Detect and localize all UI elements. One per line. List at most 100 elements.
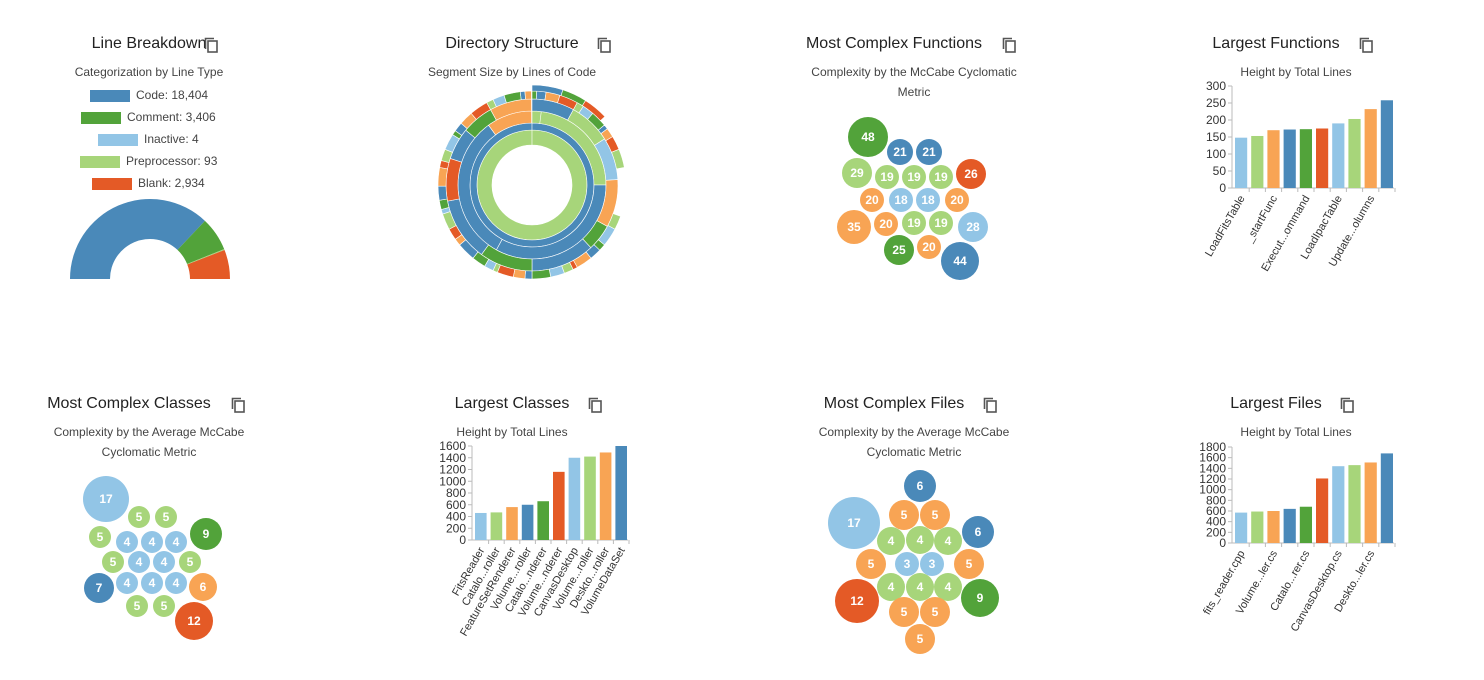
directory-sunburst[interactable] (432, 85, 632, 285)
largest-files-subtitle: Height by Total Lines (1240, 425, 1352, 439)
copy-icon[interactable] (204, 37, 220, 55)
bubble-label: 7 (96, 581, 103, 595)
bubble-label: 5 (868, 557, 875, 571)
largest-functions-subtitle: Height by Total Lines (1240, 65, 1352, 79)
y-tick-label: 200 (446, 521, 466, 535)
bubble: 5 (920, 597, 950, 627)
bar (1364, 109, 1377, 188)
bar (1332, 123, 1345, 188)
sunburst-segment (437, 185, 448, 201)
bubble: 21 (887, 139, 913, 165)
legend-item-comment[interactable]: Comment: 3,406 (81, 110, 216, 124)
y-tick-label: 1200 (1199, 472, 1226, 486)
bubble-label: 6 (975, 525, 982, 539)
bubble: 20 (860, 188, 884, 212)
bubble-label: 5 (134, 599, 141, 613)
bubble-label: 3 (929, 557, 936, 571)
legend-item-code[interactable]: Code: 18,404 (90, 88, 208, 102)
y-tick-label: 150 (1206, 130, 1226, 144)
bubble: 4 (116, 572, 138, 594)
copy-icon[interactable] (231, 397, 247, 415)
bubble: 18 (889, 188, 913, 212)
line-breakdown-panel: Line Breakdown Categorization by Line Ty… (0, 0, 300, 320)
complex-classes-subtitle: Complexity by the Average McCabe Cyclomat… (53, 425, 245, 459)
bubble: 28 (958, 212, 988, 242)
copy-icon[interactable] (1359, 37, 1375, 55)
bar (1235, 512, 1248, 543)
donut-slice-comment (177, 220, 225, 265)
y-tick-label: 100 (1206, 147, 1226, 161)
bubble: 12 (175, 602, 213, 640)
bubble: 20 (917, 235, 941, 259)
y-tick-label: 250 (1206, 96, 1226, 110)
bubble: 5 (905, 624, 935, 654)
sunburst-segment (531, 110, 542, 124)
bar (1251, 511, 1264, 543)
complex-classes-bubbles: 175 55 4 4 495 4 4 57 4 4 4 65 512 (83, 476, 222, 640)
sunburst-segment (437, 167, 448, 187)
bar (553, 471, 565, 540)
y-tick-label: 0 (1219, 181, 1226, 195)
y-tick-label: 300 (1206, 80, 1226, 93)
directory-structure-panel: Directory Structure Segment Size by Line… (382, 0, 682, 320)
bubble-label: 5 (163, 510, 170, 524)
donut-slice-inactive (187, 249, 225, 265)
bar (1283, 129, 1296, 188)
bubble-label: 19 (907, 216, 921, 230)
bubble: 6 (962, 516, 994, 548)
bubble-label: 5 (932, 508, 939, 522)
bubble: 7 (84, 573, 114, 603)
donut-slice-preprocessor (187, 249, 225, 265)
bubble: 5 (954, 549, 984, 579)
bar (1380, 100, 1393, 188)
legend-item-preprocessor[interactable]: Preprocessor: 93 (80, 154, 217, 168)
directory-structure-title: Directory Structure (445, 35, 579, 52)
copy-icon[interactable] (1002, 37, 1018, 55)
bubble: 4 (934, 527, 962, 555)
complex-functions-subtitle: Complexity by the McCabe Cyclomatic Metri… (811, 65, 1017, 99)
y-tick-label: 400 (446, 510, 466, 524)
bubble-label: 4 (149, 576, 156, 590)
bubble-label: 48 (861, 130, 875, 144)
panel-title: Most Complex Classes (0, 393, 258, 415)
bubble-label: 12 (187, 614, 201, 628)
copy-icon[interactable] (983, 397, 999, 415)
bar (1316, 478, 1329, 543)
y-tick-label: 1600 (1199, 451, 1226, 465)
directory-structure-subtitle: Segment Size by Lines of Code (427, 65, 597, 79)
copy-icon[interactable] (597, 37, 613, 55)
bubble: 4 (877, 573, 905, 601)
copy-icon[interactable] (588, 397, 604, 415)
bubble-label: 4 (945, 580, 952, 594)
bubble: 20 (945, 188, 969, 212)
bubble: 25 (884, 235, 914, 265)
legend-item-blank[interactable]: Blank: 2,934 (92, 176, 205, 190)
bar (1235, 137, 1248, 188)
bubble: 5 (126, 595, 148, 617)
panel-title: Directory Structure (372, 33, 652, 55)
sunburst-segment (524, 90, 532, 100)
bubble-label: 4 (945, 534, 952, 548)
panel-title: Largest Functions (1146, 33, 1406, 55)
complex-files-subtitle: Complexity by the Average McCabe Cyclomat… (818, 425, 1010, 459)
largest-functions-title: Largest Functions (1212, 35, 1340, 52)
bubble-label: 18 (894, 193, 908, 207)
bubble-label: 4 (917, 580, 924, 594)
bubble: 5 (889, 597, 919, 627)
bar (537, 501, 549, 540)
bar (1380, 453, 1393, 543)
bubble-label: 5 (161, 599, 168, 613)
bubble-label: 5 (932, 605, 939, 619)
bar (1299, 506, 1312, 543)
largest-classes-subtitle: Height by Total Lines (456, 425, 568, 439)
y-tick-label: 0 (459, 533, 466, 547)
bubble-label: 5 (901, 508, 908, 522)
legend-item-inactive[interactable]: Inactive: 4 (98, 132, 199, 146)
y-tick-label: 1600 (439, 440, 466, 453)
bubble: 20 (874, 212, 898, 236)
copy-icon[interactable] (1340, 397, 1356, 415)
largest-files-title: Largest Files (1230, 395, 1322, 412)
bubble: 5 (102, 551, 124, 573)
sunburst-segment (611, 148, 625, 170)
x-tick-label: _startFunc (1243, 193, 1280, 245)
